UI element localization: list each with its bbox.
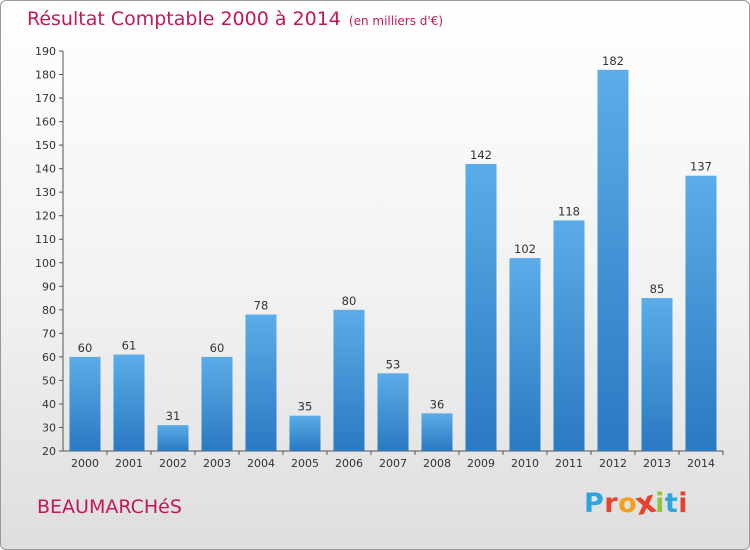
bar xyxy=(113,354,145,451)
y-tick-label: 160 xyxy=(35,116,56,129)
y-tick-label: 120 xyxy=(35,210,56,223)
x-tick-label: 2003 xyxy=(203,457,231,470)
y-tick-label: 90 xyxy=(42,280,56,293)
x-tick-label: 2002 xyxy=(159,457,187,470)
x-tick-label: 2000 xyxy=(71,457,99,470)
x-tick-label: 2006 xyxy=(335,457,363,470)
labels: 60 61 31 60 78 35 80 53 36 142 102 118 182 85 137 xyxy=(78,54,712,423)
data-label: 102 xyxy=(514,242,536,256)
proxiti-logo: Proxiti xyxy=(584,484,689,523)
x-tick-label: 2008 xyxy=(423,457,451,470)
y-tick-label: 140 xyxy=(35,163,56,176)
bar xyxy=(641,298,673,451)
data-label: 36 xyxy=(430,397,445,411)
commune-name: BEAUMARCHéS xyxy=(37,496,182,518)
data-label: 53 xyxy=(386,357,401,371)
logo-letter: t xyxy=(664,488,679,519)
x-tick-label: 2005 xyxy=(291,457,319,470)
data-label: 61 xyxy=(122,339,137,353)
y-tick-label: 170 xyxy=(35,92,56,105)
y-tick-label: 40 xyxy=(42,398,56,411)
x-tick-label: 2001 xyxy=(115,457,143,470)
y-tick-label: 100 xyxy=(35,257,56,270)
data-label: 35 xyxy=(298,400,313,414)
y-tick-label: 60 xyxy=(42,351,56,364)
bar xyxy=(201,356,233,451)
y-tick-label: 190 xyxy=(35,45,56,58)
bar xyxy=(69,356,101,451)
y-tick-label: 70 xyxy=(42,327,56,340)
bar xyxy=(245,314,277,451)
y-tick-label: 110 xyxy=(35,233,56,246)
x-tick-label: 2012 xyxy=(599,457,627,470)
data-label: 60 xyxy=(210,341,225,355)
bar xyxy=(333,309,365,451)
y-tick-label: 50 xyxy=(42,374,56,387)
x-tick-label: 2014 xyxy=(687,457,715,470)
data-label: 85 xyxy=(650,282,665,296)
bar xyxy=(597,69,629,451)
bars xyxy=(69,69,717,452)
data-label: 118 xyxy=(558,204,580,218)
bar xyxy=(377,373,409,451)
x-tick-label: 2010 xyxy=(511,457,539,470)
y-tick-label: 150 xyxy=(35,139,56,152)
x-tick-label: 2009 xyxy=(467,457,495,470)
logo-letter: P xyxy=(584,488,605,519)
bar xyxy=(465,163,497,452)
y-tick-label: 130 xyxy=(35,186,56,199)
bar xyxy=(157,425,189,451)
x-tick-label: 2013 xyxy=(643,457,671,470)
bar xyxy=(553,220,585,451)
y-tick-label: 180 xyxy=(35,69,56,82)
data-label: 182 xyxy=(602,54,624,68)
data-label: 60 xyxy=(78,341,93,355)
logo-letter: i xyxy=(655,488,665,519)
x-tick-label: 2004 xyxy=(247,457,275,470)
y-tick-label: 20 xyxy=(42,445,56,458)
chart-subtitle: (en milliers d'€) xyxy=(348,14,444,28)
bar xyxy=(509,258,541,451)
data-label: 31 xyxy=(166,409,181,423)
logo-letter: r xyxy=(604,488,619,519)
bar xyxy=(421,413,453,451)
bar xyxy=(685,175,717,452)
x-tick-label: 2007 xyxy=(379,457,407,470)
data-label: 137 xyxy=(690,160,712,174)
x-tick-label: 2011 xyxy=(555,457,583,470)
data-label: 142 xyxy=(470,148,492,162)
y-tick-label: 80 xyxy=(42,304,56,317)
y-tick-label: 30 xyxy=(42,421,56,434)
logo-letter: o xyxy=(618,488,638,519)
data-label: 78 xyxy=(254,299,269,313)
chart-title-text: Résultat Comptable 2000 à 2014 xyxy=(27,8,341,30)
logo-letter: i xyxy=(678,488,689,519)
bar xyxy=(289,415,321,451)
data-label: 80 xyxy=(342,294,357,308)
chart-title: Résultat Comptable 2000 à 2014 (en millie… xyxy=(27,8,443,30)
